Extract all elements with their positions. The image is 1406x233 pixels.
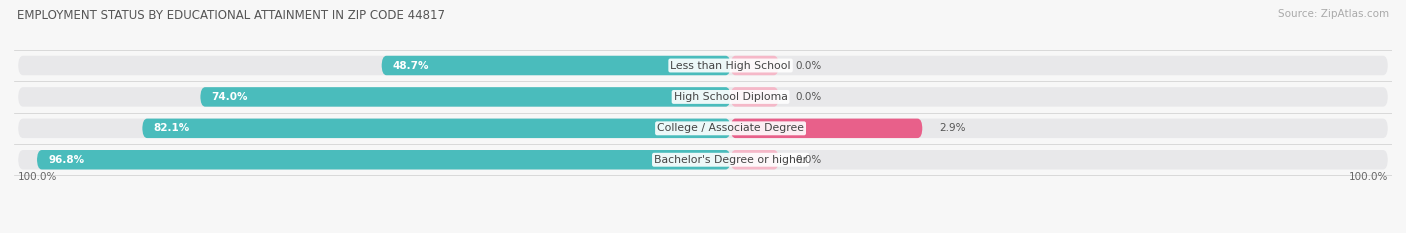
Text: 0.0%: 0.0%	[796, 61, 821, 71]
FancyBboxPatch shape	[731, 87, 779, 107]
Text: High School Diploma: High School Diploma	[673, 92, 787, 102]
FancyBboxPatch shape	[18, 119, 1388, 138]
Text: 2.9%: 2.9%	[939, 123, 966, 133]
FancyBboxPatch shape	[731, 119, 922, 138]
FancyBboxPatch shape	[142, 119, 731, 138]
Text: 0.0%: 0.0%	[796, 155, 821, 165]
FancyBboxPatch shape	[18, 87, 1388, 107]
Text: EMPLOYMENT STATUS BY EDUCATIONAL ATTAINMENT IN ZIP CODE 44817: EMPLOYMENT STATUS BY EDUCATIONAL ATTAINM…	[17, 9, 444, 22]
Text: 0.0%: 0.0%	[796, 92, 821, 102]
FancyBboxPatch shape	[731, 150, 779, 169]
Text: 74.0%: 74.0%	[211, 92, 247, 102]
Text: 100.0%: 100.0%	[18, 172, 58, 182]
Text: College / Associate Degree: College / Associate Degree	[657, 123, 804, 133]
FancyBboxPatch shape	[381, 56, 731, 75]
FancyBboxPatch shape	[37, 150, 731, 169]
Text: 82.1%: 82.1%	[153, 123, 190, 133]
Text: Less than High School: Less than High School	[671, 61, 790, 71]
FancyBboxPatch shape	[731, 56, 779, 75]
FancyBboxPatch shape	[18, 56, 1388, 75]
Text: 96.8%: 96.8%	[48, 155, 84, 165]
Text: 48.7%: 48.7%	[392, 61, 429, 71]
Text: 100.0%: 100.0%	[1348, 172, 1388, 182]
Text: Source: ZipAtlas.com: Source: ZipAtlas.com	[1278, 9, 1389, 19]
Text: Bachelor's Degree or higher: Bachelor's Degree or higher	[654, 155, 807, 165]
FancyBboxPatch shape	[18, 150, 1388, 169]
FancyBboxPatch shape	[200, 87, 731, 107]
